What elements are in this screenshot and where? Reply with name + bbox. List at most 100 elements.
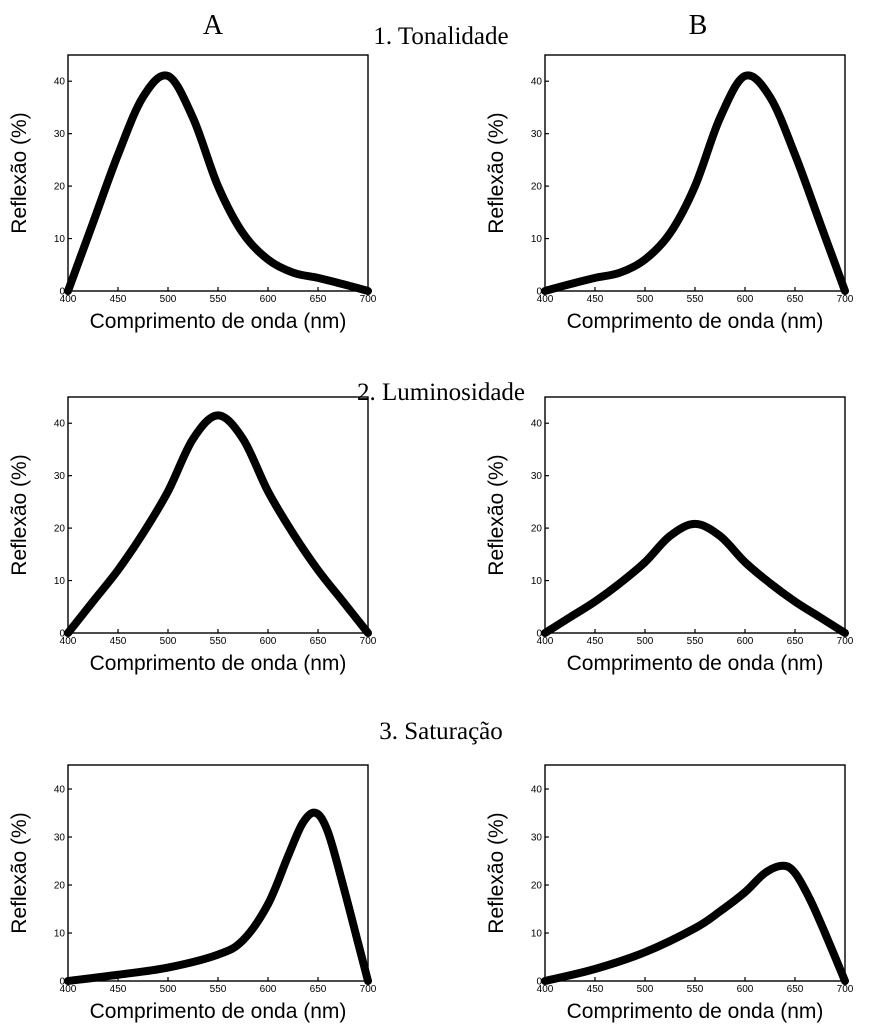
x-tick-label: 400 xyxy=(537,984,554,995)
y-tick-label: 40 xyxy=(54,785,66,796)
y-tick-label: 0 xyxy=(59,287,65,298)
x-tick-label: 600 xyxy=(260,294,277,305)
x-tick-label: 700 xyxy=(837,636,854,647)
y-tick-label: 10 xyxy=(531,576,543,587)
y-tick-label: 0 xyxy=(59,629,65,640)
x-tick-label: 700 xyxy=(837,294,854,305)
y-tick-label: 30 xyxy=(54,471,66,482)
x-tick-label: 450 xyxy=(110,294,127,305)
reflectance-curve xyxy=(64,808,372,985)
x-axis-title: Comprimento de onda (nm) xyxy=(567,652,824,675)
x-tick-label: 550 xyxy=(210,294,227,305)
y-tick-label: 10 xyxy=(54,929,66,940)
x-tick-label: 500 xyxy=(637,984,654,995)
chart-3: 400 450 500 550 600 650 700 0 10 20 30 40 Compriment… xyxy=(8,396,377,675)
x-tick-label: 450 xyxy=(110,636,127,647)
y-tick-label: 20 xyxy=(531,881,543,892)
y-tick-label: 0 xyxy=(536,287,542,298)
x-tick-label: 650 xyxy=(310,294,327,305)
y-axis-title: Reflexão (%) xyxy=(8,454,31,575)
x-axis-title: Comprimento de onda (nm) xyxy=(90,652,347,675)
y-axis-title: Reflexão (%) xyxy=(485,454,508,575)
y-tick-label: 30 xyxy=(54,833,66,844)
y-tick-label: 10 xyxy=(531,929,543,940)
chart-6: 400 450 500 550 600 650 700 0 10 20 30 40 Compriment… xyxy=(485,764,854,1023)
plot-frame xyxy=(67,396,369,634)
y-tick-label: 40 xyxy=(54,77,66,88)
x-tick-label: 550 xyxy=(210,636,227,647)
reflectance-curve xyxy=(541,519,849,637)
x-tick-label: 600 xyxy=(737,984,754,995)
y-tick-label: 20 xyxy=(531,524,543,535)
x-axis-title: Comprimento de onda (nm) xyxy=(567,310,824,333)
x-tick-label: 600 xyxy=(260,636,277,647)
plot-frame xyxy=(544,396,846,634)
y-tick-label: 10 xyxy=(54,234,66,245)
x-tick-label: 650 xyxy=(310,984,327,995)
x-tick-label: 500 xyxy=(637,636,654,647)
y-tick-label: 10 xyxy=(531,234,543,245)
y-axis-title: Reflexão (%) xyxy=(485,112,508,233)
plot-frame xyxy=(544,764,846,982)
y-tick-label: 20 xyxy=(54,182,66,193)
x-tick-label: 450 xyxy=(587,294,604,305)
y-tick-label: 20 xyxy=(531,182,543,193)
column-header-a: A xyxy=(203,10,224,41)
section-title-luminosidade: 2. Luminosidade xyxy=(357,379,525,406)
y-tick-label: 30 xyxy=(531,471,543,482)
y-tick-label: 10 xyxy=(54,576,66,587)
x-tick-label: 450 xyxy=(587,984,604,995)
x-tick-label: 700 xyxy=(360,636,377,647)
x-tick-label: 500 xyxy=(637,294,654,305)
reflectance-curve xyxy=(64,71,372,295)
y-axis-title: Reflexão (%) xyxy=(8,112,31,233)
reflectance-curve xyxy=(64,411,372,637)
x-tick-label: 550 xyxy=(687,636,704,647)
x-tick-label: 700 xyxy=(837,984,854,995)
x-tick-label: 500 xyxy=(160,294,177,305)
y-tick-label: 40 xyxy=(531,77,543,88)
x-tick-label: 650 xyxy=(787,984,804,995)
column-header-b: B xyxy=(689,10,708,41)
x-tick-label: 700 xyxy=(360,984,377,995)
plot-frame xyxy=(67,764,369,982)
y-axis-title: Reflexão (%) xyxy=(485,812,508,933)
x-tick-label: 550 xyxy=(687,984,704,995)
x-tick-label: 450 xyxy=(110,984,127,995)
x-tick-label: 550 xyxy=(687,294,704,305)
x-tick-label: 400 xyxy=(60,294,77,305)
reflectance-curve xyxy=(541,71,849,295)
y-tick-label: 0 xyxy=(59,977,65,988)
x-tick-label: 400 xyxy=(537,294,554,305)
x-tick-label: 400 xyxy=(60,984,77,995)
y-tick-label: 20 xyxy=(54,524,66,535)
x-axis-title: Comprimento de onda (nm) xyxy=(90,310,347,333)
x-tick-label: 500 xyxy=(160,984,177,995)
chart-2: 400 450 500 550 600 650 700 0 10 20 30 40 Compriment… xyxy=(485,54,854,333)
chart-1: 400 450 500 550 600 650 700 0 10 20 30 40 Compriment… xyxy=(8,54,377,333)
x-tick-label: 600 xyxy=(737,636,754,647)
x-tick-label: 650 xyxy=(787,294,804,305)
x-tick-label: 600 xyxy=(260,984,277,995)
y-tick-label: 0 xyxy=(536,977,542,988)
y-tick-label: 30 xyxy=(531,833,543,844)
x-axis-title: Comprimento de onda (nm) xyxy=(90,1000,347,1023)
reflectance-curve xyxy=(541,861,849,985)
x-tick-label: 450 xyxy=(587,636,604,647)
section-title-saturacao: 3. Saturação xyxy=(379,718,503,745)
y-tick-label: 30 xyxy=(54,129,66,140)
x-tick-label: 550 xyxy=(210,984,227,995)
x-tick-label: 400 xyxy=(60,636,77,647)
y-tick-label: 40 xyxy=(531,419,543,430)
x-tick-label: 600 xyxy=(737,294,754,305)
x-tick-label: 500 xyxy=(160,636,177,647)
y-tick-label: 0 xyxy=(536,629,542,640)
x-tick-label: 400 xyxy=(537,636,554,647)
x-axis-title: Comprimento de onda (nm) xyxy=(567,1000,824,1023)
chart-4: 400 450 500 550 600 650 700 0 10 20 30 40 Compriment… xyxy=(485,396,854,675)
y-tick-label: 20 xyxy=(54,881,66,892)
section-title-tonalidade: 1. Tonalidade xyxy=(373,23,508,50)
y-tick-label: 40 xyxy=(54,419,66,430)
y-tick-label: 40 xyxy=(531,785,543,796)
